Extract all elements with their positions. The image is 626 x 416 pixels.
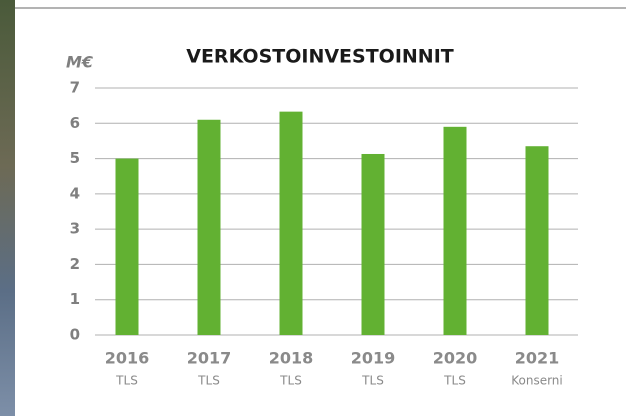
x-tick-sublabel: TLS	[115, 374, 138, 388]
y-tick-label: 7	[70, 79, 80, 97]
x-tick-sublabel: TLS	[361, 374, 384, 388]
x-tick-label: 2021	[515, 349, 560, 368]
x-tick-label: 2016	[105, 349, 150, 368]
bar	[444, 127, 467, 335]
y-tick-label: 6	[70, 114, 80, 132]
chart: VERKOSTOINVESTOINNIT M€ 0 1 2 3 4 5 6 7 2016 TLS 2…	[0, 0, 626, 416]
bar	[280, 112, 303, 335]
y-tick-label: 5	[70, 149, 80, 167]
bar	[116, 159, 139, 335]
x-tick-label: 2019	[351, 349, 396, 368]
y-tick-label: 4	[70, 184, 80, 202]
y-tick-label: 2	[70, 255, 80, 273]
x-tick-sublabel: TLS	[443, 374, 466, 388]
x-tick-sublabel: Konserni	[511, 374, 563, 388]
x-tick-sublabel: TLS	[197, 374, 220, 388]
x-tick-label: 2017	[187, 349, 232, 368]
y-tick-label: 1	[70, 290, 80, 308]
bar	[526, 146, 549, 335]
photo-strip	[0, 0, 15, 416]
y-tick-label: 3	[70, 220, 80, 238]
y-unit: M€	[66, 53, 93, 72]
bar	[362, 154, 385, 335]
x-tick-label: 2018	[269, 349, 314, 368]
y-tick-label: 0	[70, 326, 80, 344]
x-tick-label: 2020	[433, 349, 478, 368]
chart-title: VERKOSTOINVESTOINNIT	[186, 46, 454, 68]
bar	[198, 120, 221, 335]
x-tick-sublabel: TLS	[279, 374, 302, 388]
